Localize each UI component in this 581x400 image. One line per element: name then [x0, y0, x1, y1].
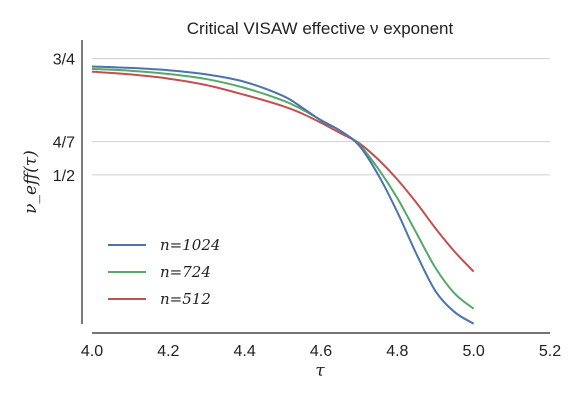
- legend-label: n=724: [160, 263, 211, 281]
- x-tick-label: 4.2: [157, 343, 179, 360]
- x-tick-label: 4.0: [81, 343, 103, 360]
- x-tick-label: 5.0: [463, 343, 485, 360]
- y-tick-label: 4/7: [53, 135, 75, 152]
- series-line-n-1024: [91, 65, 475, 325]
- x-tick-label: 4.4: [234, 343, 256, 360]
- y-tick-label: 3/4: [53, 52, 75, 69]
- x-tick-label: 4.8: [386, 343, 408, 360]
- x-tick-label: 4.6: [310, 343, 332, 360]
- grid: [92, 58, 550, 176]
- axes: 3/4 4/7 1/2 4.0 4.2 4.4 4.6 4.8 5.0 5.2: [53, 40, 561, 360]
- series-lines: [91, 65, 475, 325]
- legend-label: n=512: [160, 290, 211, 308]
- x-axis-label: τ: [315, 361, 325, 381]
- legend: n=1024 n=724 n=512: [108, 236, 220, 308]
- chart-title: Critical VISAW effective ν exponent: [187, 19, 454, 38]
- series-line-n-724: [91, 67, 475, 310]
- series-line-n-512: [91, 70, 475, 273]
- y-tick-label: 1/2: [53, 168, 75, 185]
- legend-label: n=1024: [160, 236, 220, 254]
- x-tick-label: 5.2: [539, 343, 561, 360]
- y-axis-label: ν_eff(τ): [21, 150, 41, 214]
